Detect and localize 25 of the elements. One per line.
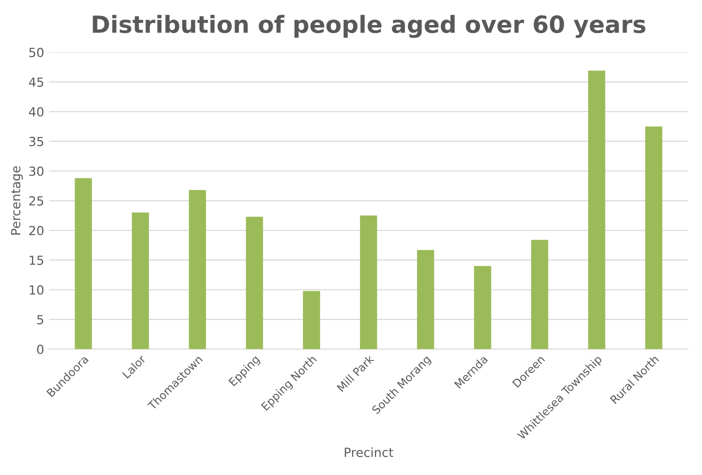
bar — [360, 216, 378, 350]
bar — [588, 70, 606, 350]
x-axis-title: Precinct — [344, 447, 394, 458]
y-tick-label: 20 — [29, 226, 44, 236]
bar — [417, 250, 434, 350]
y-tick-label: 25 — [29, 196, 44, 206]
bar — [474, 266, 492, 350]
bar — [531, 240, 548, 350]
y-tick-label: 35 — [29, 136, 44, 146]
y-axis-title: Percentage — [11, 166, 23, 235]
y-tick-label: 10 — [30, 285, 44, 295]
y-tick-label: 50 — [29, 48, 44, 58]
y-tick-label: 5 — [37, 315, 44, 324]
bar — [302, 290, 320, 350]
y-tick-label: 15 — [30, 256, 44, 265]
bar — [74, 178, 92, 350]
bar — [246, 216, 264, 350]
y-tick-label: 40 — [28, 107, 44, 117]
chart-title: Distribution of people aged over 60 years — [92, 14, 646, 38]
y-tick-label: 30 — [29, 166, 44, 176]
bar — [188, 190, 206, 350]
y-tick-label: 0 — [37, 344, 44, 354]
bar — [132, 212, 149, 350]
y-tick-label: 45 — [28, 78, 44, 87]
bar — [645, 126, 662, 350]
